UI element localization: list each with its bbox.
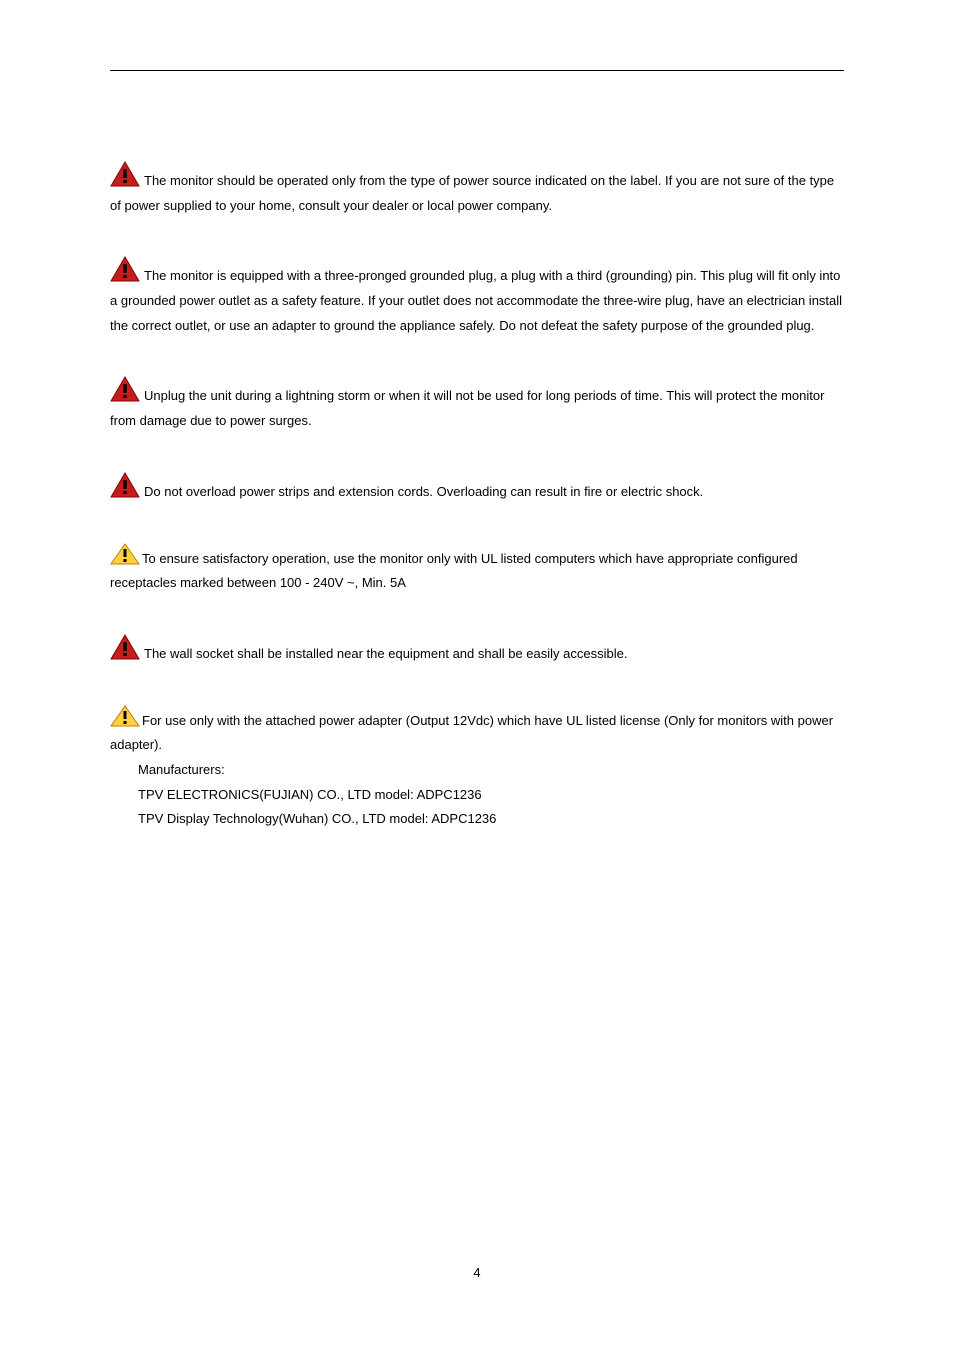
warning-text: For use only with the attached power ada… xyxy=(110,713,833,753)
manufacturer-line: TPV ELECTRONICS(FUJIAN) CO., LTD model: … xyxy=(110,783,844,808)
warning-icon xyxy=(110,256,140,291)
page-number: 4 xyxy=(0,1265,954,1280)
top-horizontal-rule xyxy=(110,70,844,71)
warning-icon xyxy=(110,634,140,669)
page-container: The monitor should be operated only from… xyxy=(0,0,954,832)
caution-icon xyxy=(110,705,140,736)
warning-paragraph: The monitor is equipped with a three-pro… xyxy=(110,256,844,338)
warning-paragraph: The monitor should be operated only from… xyxy=(110,161,844,218)
warning-text: To ensure satisfactory operation, use th… xyxy=(110,551,798,591)
caution-icon xyxy=(110,543,140,574)
warning-text: The wall socket shall be installed near … xyxy=(144,646,627,661)
warning-icon xyxy=(110,472,140,507)
warning-icon xyxy=(110,161,140,196)
warning-icon xyxy=(110,376,140,411)
warning-paragraph: Do not overload power strips and extensi… xyxy=(110,472,844,505)
warning-paragraph: The wall socket shall be installed near … xyxy=(110,634,844,667)
warning-text: Unplug the unit during a lightning storm… xyxy=(110,388,824,428)
warning-paragraph: To ensure satisfactory operation, use th… xyxy=(110,543,844,596)
warning-text: The monitor should be operated only from… xyxy=(110,173,834,213)
warning-paragraph: For use only with the attached power ada… xyxy=(110,705,844,758)
warning-text: Do not overload power strips and extensi… xyxy=(144,484,703,499)
warning-paragraph: Unplug the unit during a lightning storm… xyxy=(110,376,844,433)
manufacturers-heading: Manufacturers: xyxy=(110,758,844,783)
manufacturer-line: TPV Display Technology(Wuhan) CO., LTD m… xyxy=(110,807,844,832)
warning-text: The monitor is equipped with a three-pro… xyxy=(110,268,842,332)
